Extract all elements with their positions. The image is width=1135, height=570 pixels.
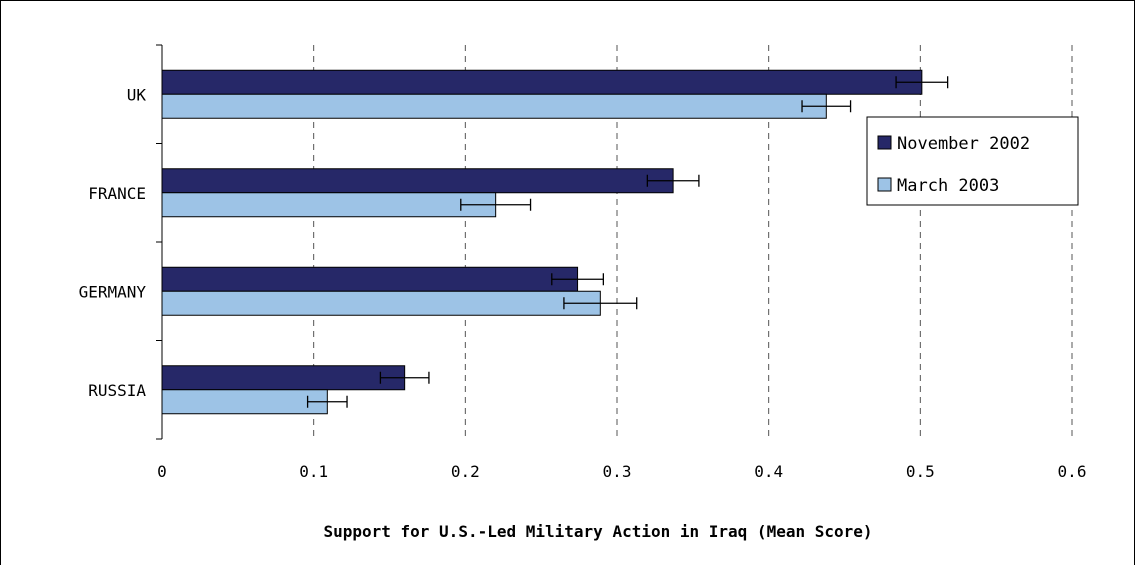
y-category-label: GERMANY (79, 282, 147, 301)
x-tick-label: 0.1 (299, 462, 328, 481)
x-tick-label: 0.2 (451, 462, 480, 481)
x-tick-label: 0.6 (1058, 462, 1087, 481)
legend-label: March 2003 (897, 176, 999, 196)
bar (161, 69, 923, 95)
axes: 0 0.1 0.2 0.3 0.4 0.5 0.6 UK FRANCE GERMANY RUSSIA (79, 44, 1087, 481)
x-tick-label: 0.3 (603, 462, 632, 481)
legend-swatch (877, 177, 892, 192)
y-category-label: FRANCE (88, 184, 146, 203)
bar (161, 290, 601, 316)
legend-box (866, 116, 1079, 206)
x-tick-label: 0.4 (754, 462, 783, 481)
bar (161, 266, 579, 292)
x-axis-title: Support for U.S.-Led Military Action in … (323, 522, 872, 541)
bars (161, 69, 949, 415)
legend-label: November 2002 (897, 134, 1030, 154)
bar (161, 93, 827, 119)
bar (161, 365, 406, 391)
bar (161, 168, 674, 194)
legend: November 2002 March 2003 (866, 116, 1079, 206)
y-category-label: UK (127, 85, 147, 104)
y-category-label: RUSSIA (88, 381, 146, 400)
bar (161, 192, 497, 218)
legend-swatch (877, 135, 892, 150)
x-tick-label: 0.5 (906, 462, 935, 481)
x-tick-label: 0 (157, 462, 167, 481)
bar (161, 389, 328, 415)
